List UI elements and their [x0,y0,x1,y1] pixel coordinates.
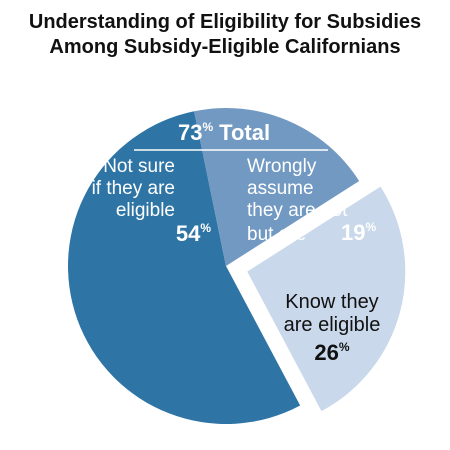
slice-1-label-line-2: if they are [92,178,175,199]
slice-1-label-line-1: Not sure [103,156,175,177]
pie-slice-2 [194,108,360,266]
chart-title-line-1: Understanding of Eligibility for Subsidi… [28,11,422,33]
slice-2-label-line-1: Wrongly [247,156,317,177]
chart-title-line-2: Among Subsidy-Eligible Californians [49,36,401,58]
slice-2-label-line-2: assume [247,178,314,199]
pie-slice-3 [247,186,406,412]
slice-3-label-line-1: Know they [285,291,378,313]
pie-slices [67,108,406,424]
chart-title: Understanding of Eligibility for Subsidi… [0,10,450,60]
slice-2-label-line-3: they are not [247,200,348,221]
pie-slice-1 [67,111,301,424]
group-total-annotation: 73% Total [178,120,270,145]
slice-1-label-line-3: eligible [116,200,175,221]
slice-3-value: 26% [314,340,349,365]
slice-3-label-line-2: are eligible [284,314,381,336]
slice-2-label-line-4: but are [247,224,306,245]
slice-1-value: 54% [176,221,211,246]
slice-2-value: 19% [341,220,376,245]
